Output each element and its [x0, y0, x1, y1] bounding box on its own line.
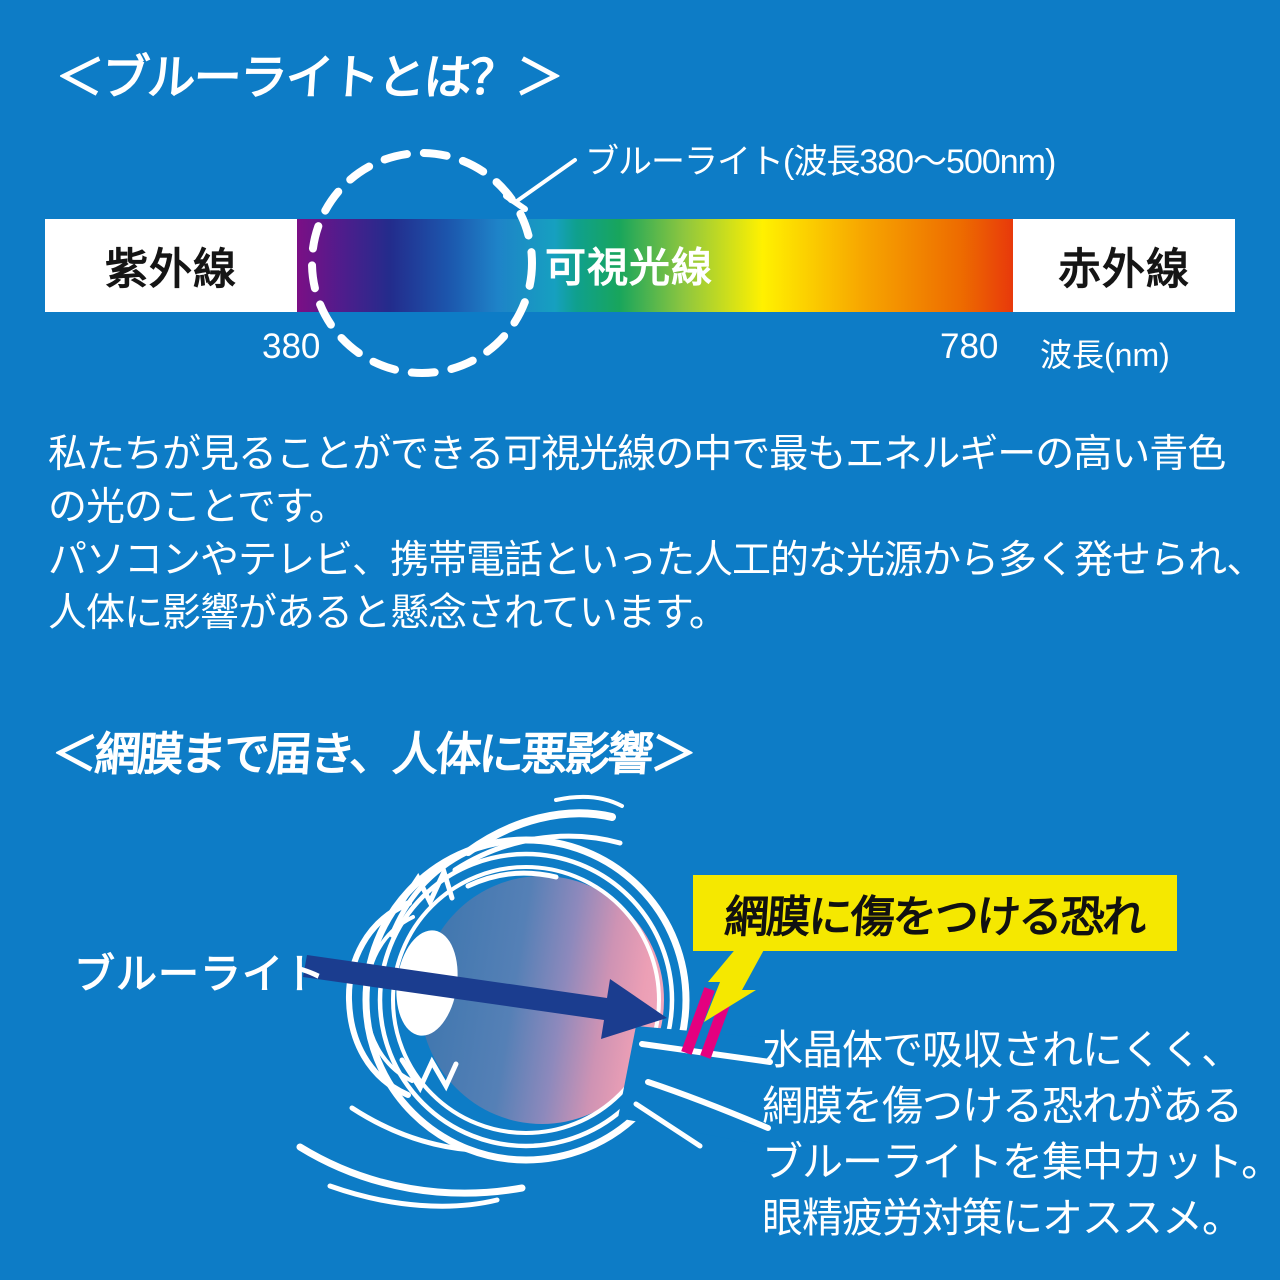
bluelight-description: 私たちが見ることができる可視光線の中で最もエネルギーの高い青色 の光のことです。… — [48, 428, 1265, 640]
description-line: 眼精疲労対策にオススメ。 — [762, 1195, 1243, 1241]
uv-band-label: 紫外線 — [105, 245, 237, 294]
description-line: の光のことです。 — [48, 486, 348, 529]
retina-warning-text: 網膜に傷をつける恐れ — [722, 893, 1147, 942]
tick-780: 780 — [940, 327, 999, 366]
bluelight-arrow — [303, 955, 667, 1039]
spectrum-gradient: 可視光線 — [297, 219, 1013, 312]
lens — [396, 930, 458, 1036]
wavelength-unit-label: 波長(nm) — [1040, 337, 1170, 373]
retina-damage-marks — [681, 987, 734, 1059]
visible-light-label: 可視光線 — [545, 244, 713, 291]
description-line: 人体に影響があると懸念されています。 — [48, 592, 728, 635]
bluelight-wavelength-label: ブルーライト(波長380〜500nm) — [585, 143, 1056, 181]
section2-heading: ＜網膜まで届き、人体に悪影響＞ — [49, 728, 696, 780]
lens-cut-description: 水晶体で吸収されにくく、 網膜を傷つける恐れがある ブルーライトを集中カット。 … — [762, 1022, 1280, 1246]
description-line: ブルーライトを集中カット。 — [762, 1139, 1280, 1185]
bluelight-arrow-label: ブルーライト — [74, 951, 326, 997]
description-line: 網膜を傷つける恐れがある — [762, 1083, 1243, 1129]
uv-band: 紫外線 — [45, 219, 297, 312]
tick-380: 380 — [262, 327, 321, 366]
ir-band-label: 赤外線 — [1058, 245, 1190, 294]
description-line: 水晶体で吸収されにくく、 — [762, 1027, 1242, 1073]
section1-heading: ＜ブルーライトとは？＞ — [53, 52, 564, 105]
description-line: 私たちが見ることができる可視光線の中で最もエネルギーの高い青色 — [48, 433, 1226, 476]
retina-gradient-body — [420, 876, 664, 1124]
ir-band: 赤外線 — [1013, 219, 1235, 312]
retina-warning-callout: 網膜に傷をつける恐れ — [693, 875, 1177, 951]
eye-diagram — [296, 794, 790, 1209]
wavelength-spectrum-bar: 紫外線 可視光線 赤外線 — [45, 219, 1235, 312]
description-line: パソコンやテレビ、携帯電話といった人工的な光源から多く発せられ、 — [48, 539, 1265, 582]
lightning-bolt-icon — [704, 946, 766, 1022]
